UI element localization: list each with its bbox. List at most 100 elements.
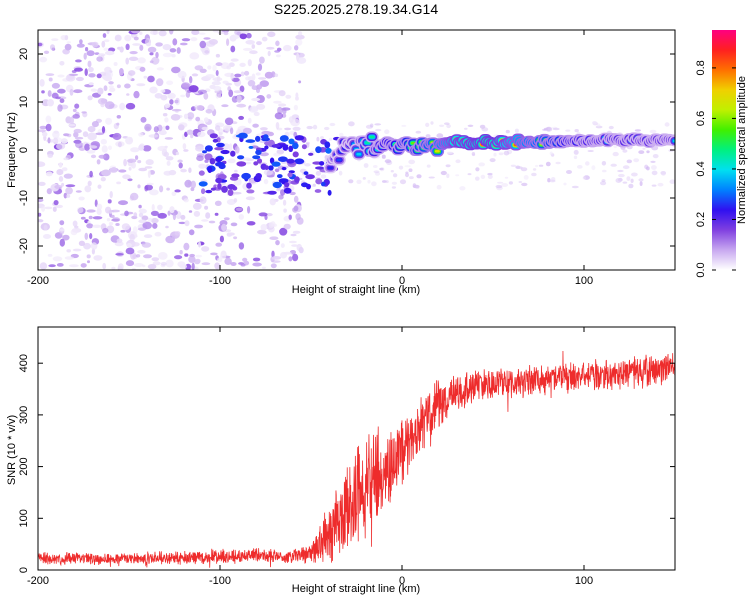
spectrogram-noise-blob bbox=[156, 67, 164, 71]
spectrogram-noise-blob bbox=[247, 117, 252, 124]
spectrogram-cluster-blob bbox=[292, 151, 299, 158]
spectrogram-noise-blob bbox=[64, 43, 72, 51]
spectrogram-noise-blob bbox=[634, 129, 642, 132]
spectrogram-noise-blob bbox=[256, 103, 266, 110]
spectrogram-cluster-blob bbox=[280, 144, 289, 148]
spectrogram-cluster-blob bbox=[267, 190, 277, 195]
spectrogram-noise-blob bbox=[137, 57, 146, 64]
spectrogram-noise-blob bbox=[38, 212, 42, 217]
spectrogram-noise-blob bbox=[72, 220, 78, 227]
spectrogram-noise-blob bbox=[116, 84, 121, 89]
spectrogram-noise-blob bbox=[144, 166, 153, 169]
spectrogram-noise-blob bbox=[230, 222, 238, 227]
spectrogram-noise-blob bbox=[521, 182, 528, 187]
spectrogram-noise-blob bbox=[320, 174, 327, 179]
spectrogram-noise-blob bbox=[133, 36, 139, 41]
spectrogram-noise-blob bbox=[428, 176, 435, 179]
spectrogram-noise-blob bbox=[217, 257, 223, 263]
snr-frame bbox=[37, 326, 676, 571]
spectrogram-noise-blob bbox=[510, 164, 516, 167]
spectrogram-noise-blob bbox=[138, 144, 145, 151]
spectrogram-noise-blob bbox=[384, 159, 392, 164]
spectrogram-noise-blob bbox=[116, 115, 122, 119]
spectrogram-noise-blob bbox=[267, 31, 276, 38]
spectrogram-noise-blob bbox=[373, 170, 380, 174]
snr-panel: -200 -100 0 100 0 100 200 300 400 Height of str… bbox=[6, 326, 676, 595]
spectrogram-noise-blob bbox=[239, 30, 250, 34]
spectrogram-noise-blob bbox=[271, 256, 282, 260]
spectrogram-cluster-blob bbox=[271, 161, 281, 167]
spectrogram-x-tick-label: -100 bbox=[209, 275, 231, 287]
snr-x-axis-label: Height of straight line (km) bbox=[292, 583, 420, 595]
spectrogram-noise-blob bbox=[115, 223, 120, 226]
spectrogram-noise-blob bbox=[324, 126, 330, 131]
spectrogram-cluster-blob bbox=[209, 133, 218, 139]
spectrogram-noise-blob bbox=[188, 85, 199, 93]
spectrogram-noise-blob bbox=[192, 202, 202, 210]
spectrogram-cluster-blob bbox=[238, 132, 248, 139]
spectrogram-noise-blob bbox=[188, 255, 196, 263]
spectrogram-noise-blob bbox=[164, 145, 168, 149]
spectrogram-noise-blob bbox=[169, 99, 174, 105]
snr-y-tick-label: 0 bbox=[18, 567, 30, 573]
spectrogram-noise-blob bbox=[89, 170, 93, 178]
spectrogram-noise-blob bbox=[198, 163, 207, 169]
spectrogram-noise-blob bbox=[608, 125, 614, 130]
spectrogram-noise-blob bbox=[165, 225, 169, 229]
spectrogram-cluster-blob bbox=[215, 156, 223, 163]
spectrogram-noise-blob bbox=[96, 56, 103, 62]
spectrogram-noise-blob bbox=[76, 43, 85, 48]
spectrogram-noise-blob bbox=[125, 247, 135, 255]
spectrogram-noise-blob bbox=[148, 134, 159, 138]
spectrogram-noise-blob bbox=[214, 200, 222, 206]
spectrogram-noise-blob bbox=[459, 186, 466, 191]
spectrogram-noise-blob bbox=[86, 209, 96, 213]
spectrogram-noise-blob bbox=[179, 42, 188, 46]
spectrogram-noise-blob bbox=[267, 131, 274, 137]
spectrogram-noise-blob bbox=[124, 34, 132, 42]
spectrogram-noise-blob bbox=[367, 179, 371, 184]
spectrogram-noise-blob bbox=[166, 160, 171, 166]
spectrogram-noise-blob bbox=[106, 218, 111, 222]
spectrogram-noise-blob bbox=[158, 252, 168, 260]
spectrogram-noise-blob bbox=[631, 172, 638, 177]
spectrogram-noise-blob bbox=[91, 248, 95, 255]
spectrogram-cluster-blob bbox=[246, 182, 252, 189]
spectrogram-noise-blob bbox=[48, 77, 53, 82]
spectrogram-noise-blob bbox=[88, 66, 94, 73]
spectrogram-noise-blob bbox=[57, 88, 66, 94]
spectrogram-cluster-blob bbox=[255, 135, 261, 142]
spectrogram-noise-blob bbox=[551, 177, 556, 182]
spectrogram-noise-blob bbox=[445, 164, 451, 168]
spectrogram-noise-blob bbox=[105, 70, 111, 79]
spectrogram-noise-blob bbox=[493, 152, 497, 157]
spectrogram-noise-blob bbox=[408, 159, 416, 165]
spectrogram-noise-blob bbox=[129, 51, 138, 55]
spectrogram-noise-blob bbox=[189, 253, 196, 258]
spectrogram-noise-blob bbox=[169, 48, 177, 53]
spectrogram-noise-blob bbox=[103, 47, 109, 51]
spectrogram-noise-blob bbox=[65, 116, 72, 124]
spectrogram-noise-blob bbox=[132, 43, 141, 46]
spectrogram-noise-blob bbox=[74, 67, 83, 72]
spectrogram-noise-blob bbox=[628, 183, 634, 189]
spectrogram-noise-blob bbox=[204, 159, 209, 163]
spectrogram-noise-blob bbox=[133, 90, 140, 99]
spectrogram-noise-blob bbox=[651, 165, 657, 170]
spectrogram-noise-blob bbox=[43, 234, 51, 239]
spectrogram-noise-blob bbox=[147, 46, 157, 53]
spectrogram-noise-blob bbox=[124, 83, 131, 89]
spectrogram-noise-blob bbox=[203, 117, 209, 123]
spectrogram-noise-blob bbox=[295, 34, 305, 40]
colorbar-tick-label: 0.6 bbox=[695, 111, 707, 126]
spectrogram-noise-blob bbox=[265, 213, 273, 217]
spectrogram-noise-blob bbox=[116, 122, 120, 126]
spectrogram-noise-blob bbox=[315, 170, 322, 176]
spectrogram-noise-blob bbox=[245, 76, 251, 81]
spectrogram-noise-blob bbox=[215, 242, 222, 247]
spectrogram-noise-blob bbox=[505, 129, 510, 134]
spectrogram-cluster-blob bbox=[294, 135, 305, 141]
spectrogram-noise-blob bbox=[252, 257, 261, 262]
spectrogram-noise-blob bbox=[61, 167, 68, 172]
spectrogram-noise-blob bbox=[282, 107, 287, 115]
